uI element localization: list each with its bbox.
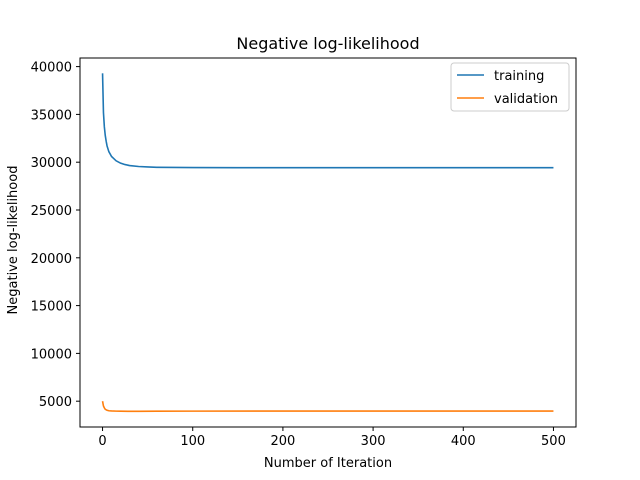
series-line-validation	[101, 401, 554, 413]
legend-label-training: training	[494, 69, 544, 84]
legend: training validation	[450, 62, 570, 112]
chart-title: Negative log-likelihood	[236, 34, 419, 53]
x-tick-label: 200	[270, 434, 295, 449]
y-tick-label: 30000	[31, 156, 72, 171]
x-tick-label: 400	[451, 434, 476, 449]
y-tick-label: 5000	[39, 395, 72, 410]
x-tick-label: 300	[361, 434, 386, 449]
series-line-training	[101, 73, 554, 169]
x-tick-label: 100	[180, 434, 205, 449]
y-axis-label: Negative log-likelihood	[6, 166, 21, 315]
y-tick-label: 35000	[31, 108, 72, 123]
x-axis-label: Number of Iteration	[264, 456, 392, 471]
y-tick-label: 40000	[31, 61, 72, 76]
y-tick-label: 25000	[31, 204, 72, 219]
y-tick-label: 10000	[31, 347, 72, 362]
y-tick-label: 20000	[31, 252, 72, 267]
x-axis: 0 100 200 300 400 500	[98, 427, 566, 449]
x-tick-label: 500	[541, 434, 566, 449]
legend-label-validation: validation	[494, 92, 558, 107]
x-tick-label: 0	[98, 434, 106, 449]
y-axis: 5000 10000 15000 20000 25000 30000 35000 40000	[31, 61, 80, 410]
plot-area	[101, 73, 554, 413]
y-tick-label: 15000	[31, 300, 72, 315]
plot-frame	[79, 57, 577, 428]
